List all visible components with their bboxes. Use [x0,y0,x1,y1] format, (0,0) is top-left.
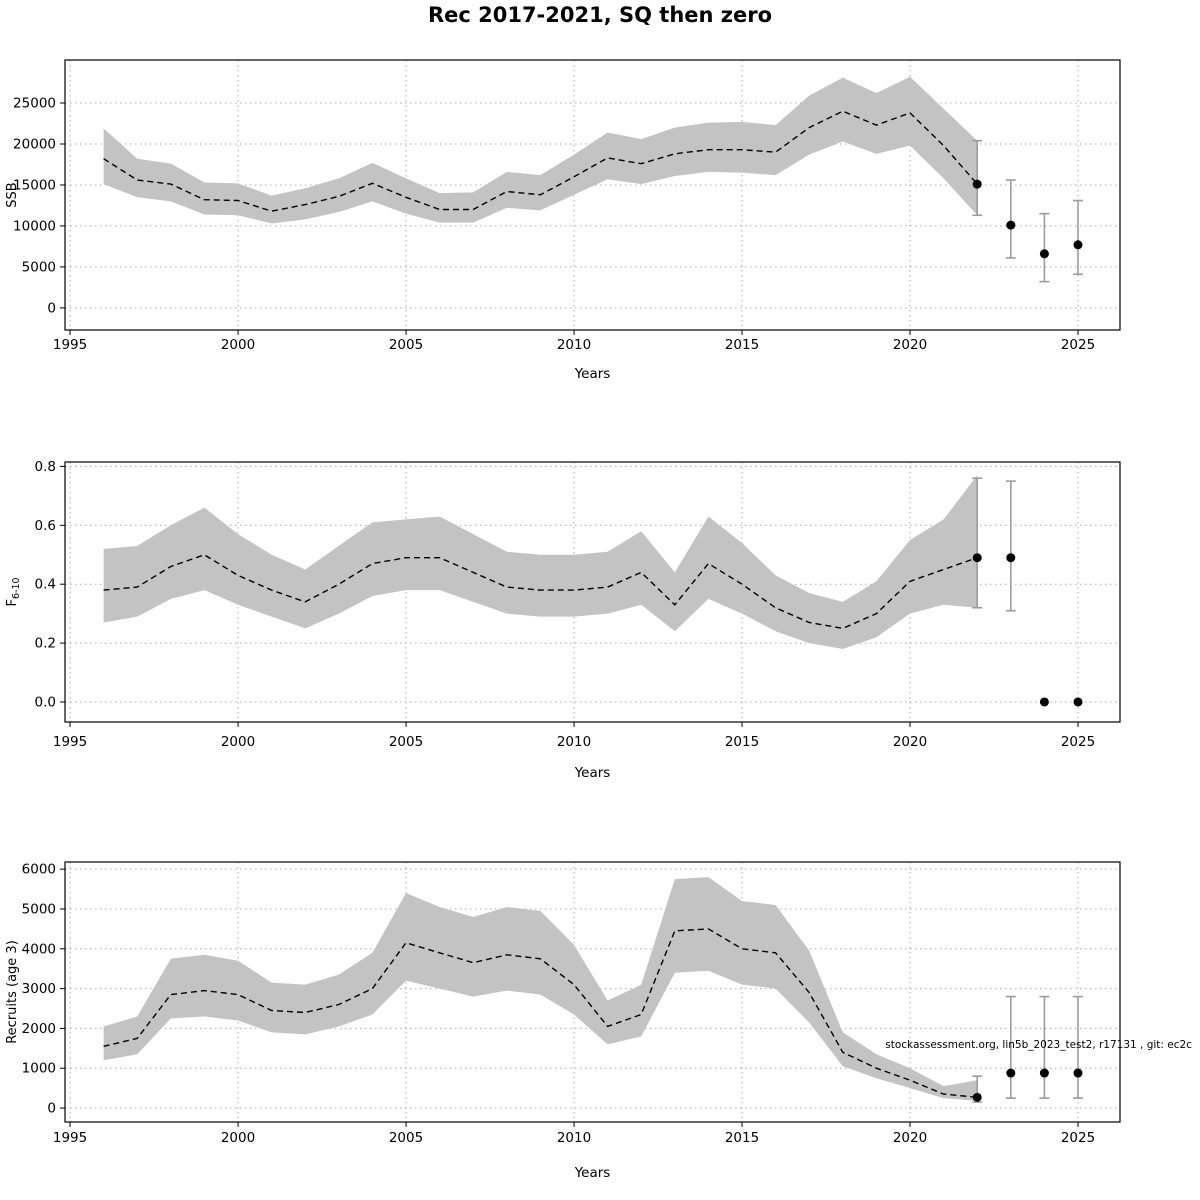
x-tick-label: 2025 [1061,734,1095,750]
x-tick-label: 2015 [725,337,759,353]
figure-title: Rec 2017-2021, SQ then zero [427,3,773,27]
estimate-line [103,928,978,1098]
y-tick-label: 0 [47,1101,56,1117]
x-tick-label: 2005 [389,734,423,750]
x-tick-label: 2000 [221,734,255,750]
x-tick-label: 2015 [725,1130,759,1146]
axis-ticks [60,868,1079,1127]
confidence-band [103,475,978,649]
x-axis-title: Years [574,765,611,781]
y-tick-label: 0.4 [35,577,56,593]
x-tick-label: 2025 [1061,337,1095,353]
x-tick-label: 2020 [893,1130,927,1146]
y-tick-label: 1000 [22,1061,56,1077]
estimate-line [103,110,978,212]
y-tick-label: 0.8 [35,459,56,475]
plot-box [64,861,1121,1123]
plot-box [64,461,1121,723]
x-tick-label: 2010 [557,734,591,750]
y-tick-label: 10000 [13,218,56,234]
x-tick-label: 2010 [557,1130,591,1146]
x-axis-title: Years [574,366,611,382]
x-tick-label: 2025 [1061,1130,1095,1146]
forecast-error-bars [972,139,1084,283]
axis-ticks [60,465,1079,727]
forecast-error-bars [972,995,1084,1103]
y-tick-label: 0.0 [35,694,56,710]
fishing-mortality-chart: 1995 2000 2005 2010 2015 2020 2025 0.0 0.2 0.4 0.6… [5,459,1121,781]
x-tick-label: 2020 [893,337,927,353]
y-tick-label: 6000 [22,862,56,878]
x-tick-label: 2000 [221,1130,255,1146]
forecast-points [972,553,1083,707]
y-tick-label: 4000 [22,941,56,957]
y-tick-label: 2000 [22,1021,56,1037]
x-tick-label: 2010 [557,337,591,353]
x-tick-label: 2005 [389,1130,423,1146]
source-annotation: stockassessment.org, lin5b_2023_test2, r… [885,1039,1192,1051]
y-tick-label: 3000 [22,981,56,997]
x-axis-title: Years [574,1165,611,1181]
y-tick-label: 5000 [22,259,56,275]
y-tick-label: 5000 [22,901,56,917]
recruits-chart: 1995 2000 2005 2010 2015 2020 2025 0 1000 2000 300… [5,861,1192,1181]
x-tick-label: 1995 [53,734,87,750]
plot-box [64,59,1121,331]
axis-ticks [60,102,1079,335]
x-tick-label: 2020 [893,734,927,750]
y-tick-label: 20000 [13,136,56,152]
y-tick-label: 0.2 [35,636,56,652]
estimate-line [103,554,978,630]
y-tick-label: 0 [47,300,56,316]
x-tick-label: 2015 [725,734,759,750]
confidence-band [103,76,978,224]
x-tick-label: 2005 [389,337,423,353]
y-axis-title: Recruits (age 3) [5,940,20,1044]
y-tick-label: 0.6 [35,518,56,534]
y-axis-title: F6-10 [5,577,22,606]
x-tick-label: 1995 [53,337,87,353]
forecast-points [972,1068,1083,1102]
ssb-chart: 1995 2000 2005 2010 2015 2020 2025 0 5000 10000 15… [5,59,1121,382]
confidence-band [103,877,978,1101]
forecast-points [972,179,1083,259]
x-tick-label: 1995 [53,1130,87,1146]
y-tick-label: 25000 [13,96,56,112]
x-tick-label: 2000 [221,337,255,353]
forecast-error-bars [972,477,1016,612]
y-axis-title: SSB [5,182,20,207]
y-tick-label: 15000 [13,177,56,193]
